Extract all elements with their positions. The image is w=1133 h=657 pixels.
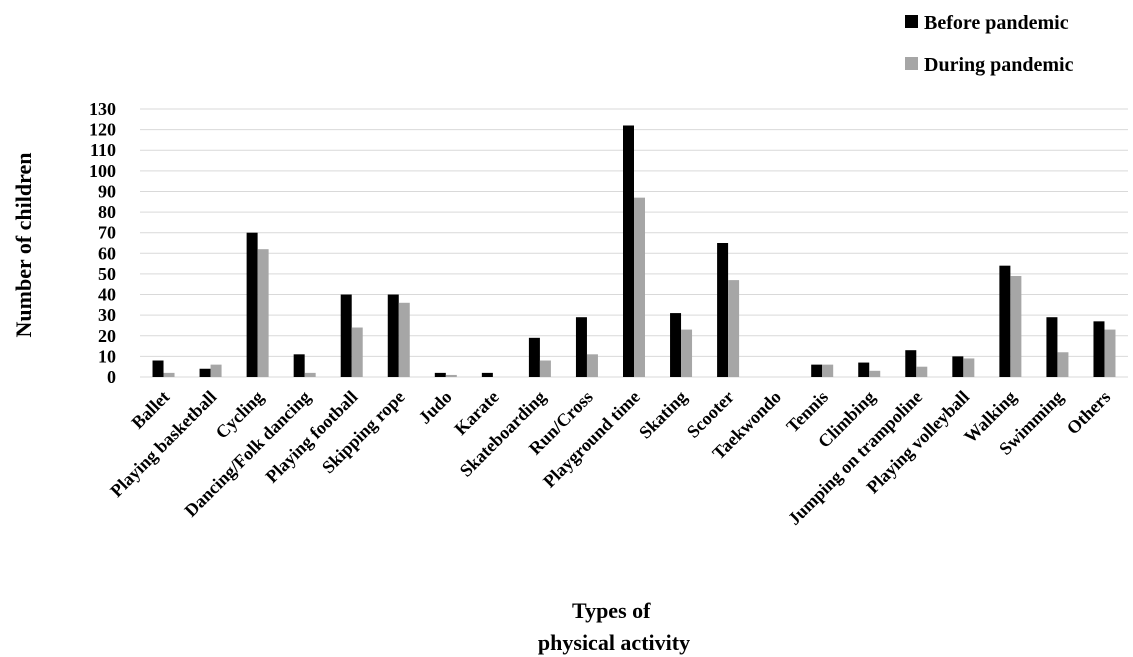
bar-before-pandemic (670, 313, 682, 377)
bar-before-pandemic (858, 362, 870, 377)
bar-during-pandemic (869, 370, 881, 377)
bar-before-pandemic (528, 337, 540, 377)
y-tick-label: 10 (98, 346, 116, 366)
bar-before-pandemic (152, 360, 164, 377)
bar-during-pandemic (304, 372, 316, 377)
bar-during-pandemic (586, 354, 598, 377)
legend-swatch-during (905, 57, 918, 70)
y-tick-label: 40 (98, 285, 116, 305)
legend-label-before: Before pandemic (924, 12, 1069, 34)
y-tick-label: 60 (98, 243, 116, 263)
bar-before-pandemic (340, 294, 352, 377)
bar-before-pandemic (811, 364, 823, 377)
bar-during-pandemic (539, 360, 551, 377)
y-tick-label: 130 (89, 99, 116, 119)
x-tick-label: Skipping rope (318, 387, 409, 478)
bar-before-pandemic (246, 232, 258, 377)
x-tick-label: Judo (415, 387, 456, 428)
bar-during-pandemic (351, 327, 363, 377)
y-axis-title: Number of children (11, 153, 36, 338)
legend: Before pandemic During pandemic (905, 12, 1074, 76)
bar-before-pandemic (387, 294, 399, 377)
y-tick-label: 90 (98, 181, 116, 201)
bar-before-pandemic (481, 372, 493, 377)
y-tick-label: 80 (98, 202, 116, 222)
y-tick-label: 30 (98, 305, 116, 325)
y-tick-label: 120 (89, 120, 116, 140)
bar-during-pandemic (1010, 275, 1022, 377)
bars (152, 125, 1116, 377)
bar-during-pandemic (257, 249, 269, 377)
bar-during-pandemic (163, 372, 175, 377)
y-tick-label: 70 (98, 223, 116, 243)
x-axis-title-line-2: physical activity (538, 630, 690, 655)
bar-during-pandemic (445, 374, 457, 377)
bar-during-pandemic (822, 364, 834, 377)
bar-before-pandemic (717, 243, 729, 377)
bar-before-pandemic (623, 125, 634, 377)
bar-before-pandemic (999, 265, 1011, 377)
y-tick-label: 0 (107, 367, 116, 387)
bar-before-pandemic (575, 317, 587, 377)
x-tick-label: Others (1063, 387, 1115, 439)
bar-during-pandemic (681, 329, 693, 377)
y-tick-label: 50 (98, 264, 116, 284)
bar-during-pandemic (210, 364, 222, 377)
bar-before-pandemic (1046, 317, 1058, 377)
legend-label-during: During pandemic (924, 54, 1074, 76)
bar-during-pandemic (398, 302, 410, 377)
legend-swatch-before (905, 15, 918, 28)
x-axis-title-line-1: Types of (572, 598, 651, 623)
bar-before-pandemic (199, 368, 211, 377)
y-tick-label: 100 (89, 161, 116, 181)
x-axis-title: Types of physical activity (538, 598, 690, 655)
bar-during-pandemic (1057, 352, 1069, 377)
bar-during-pandemic (634, 197, 645, 377)
bar-during-pandemic (728, 280, 740, 377)
x-tick-label: Skating (635, 387, 691, 443)
bar-before-pandemic (952, 356, 964, 377)
y-tick-label: 20 (98, 326, 116, 346)
y-tick-label: 110 (90, 140, 116, 160)
bar-before-pandemic (434, 372, 446, 377)
bar-before-pandemic (905, 350, 917, 377)
bar-during-pandemic (963, 358, 975, 377)
bar-during-pandemic (1104, 329, 1116, 377)
bar-before-pandemic (293, 354, 305, 377)
bar-during-pandemic (916, 366, 928, 377)
bar-before-pandemic (1093, 321, 1105, 377)
